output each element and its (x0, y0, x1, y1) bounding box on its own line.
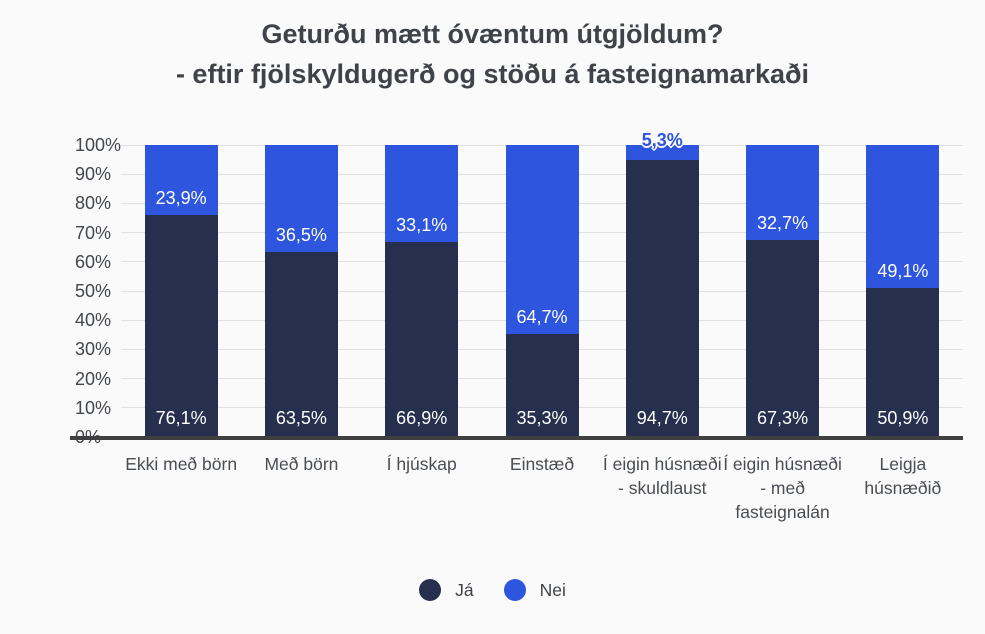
bar-segment-ja[interactable] (625, 160, 699, 437)
chart-header: Geturðu mætt óvæntum útgjöldum? - eftir … (0, 14, 985, 94)
legend-item-nei[interactable]: Nei (503, 579, 566, 601)
bar-segment-nei[interactable] (385, 145, 459, 242)
bar-segment-nei[interactable] (866, 145, 940, 289)
data-label-nei: 5,3% (641, 130, 683, 150)
data-label-ja: 50,9% (877, 408, 929, 428)
legend-label-nei: Nei (539, 579, 566, 600)
y-tick-label-20%: 20% (75, 368, 125, 389)
bar-segment-ja[interactable] (746, 240, 820, 437)
y-tick-label-90%: 90% (75, 164, 125, 185)
y-tick-label-50%: 50% (75, 281, 125, 301)
category-label: Leigja húsnæðið (864, 454, 942, 498)
bar-segment-nei[interactable] (625, 145, 699, 161)
bar-segment-ja[interactable] (505, 333, 579, 437)
bar-segment-nei[interactable] (144, 145, 218, 215)
bar-segment-ja[interactable] (264, 251, 338, 437)
plot-area: 76,1% 23,9% 63,5% 36,5% 66,9% 33,1% 35,3% 64,7%… (121, 130, 963, 437)
legend: Já Nei (0, 575, 985, 605)
category-label: Í hjúskap (386, 454, 457, 474)
y-tick-label-40%: 40% (75, 310, 125, 331)
data-label-nei: 49,1% (877, 261, 929, 282)
data-label-ja: 35,3% (516, 408, 568, 428)
y-tick-label-60%: 60% (75, 251, 125, 272)
bar-segment-nei[interactable] (505, 145, 579, 334)
data-label-nei: 33,1% (396, 214, 448, 235)
category-label: Í eigin húsnæði - skuldlaust (602, 454, 722, 498)
legend-label-ja: Já (455, 579, 474, 600)
category-label: Ekki með börn (125, 454, 238, 474)
bar-segment-nei[interactable] (264, 145, 338, 252)
data-label-nei: 64,7% (516, 306, 568, 327)
legend-item-ja[interactable]: Já (419, 579, 474, 601)
data-label-ja: 67,3% (757, 408, 809, 428)
data-label-ja: 63,5% (275, 408, 327, 428)
legend-marker-ja-icon (419, 579, 442, 601)
y-tick-label-100%: 100% (75, 135, 125, 155)
y-tick-label-70%: 70% (75, 222, 125, 243)
chart-subtitle: - eftir fjölskyldugerð og stöðu á fastei… (175, 59, 810, 89)
bar-segment-ja[interactable] (866, 288, 940, 437)
bar-segment-ja[interactable] (144, 214, 218, 437)
data-label-nei: 32,7% (757, 213, 809, 234)
y-tick-label-10%: 10% (75, 397, 125, 418)
chart-title: Geturðu mætt óvæntum útgjöldum? (261, 19, 724, 49)
data-label-ja: 94,7% (636, 408, 688, 428)
data-label-ja: 66,9% (396, 408, 448, 428)
category-label: Með börn (264, 454, 339, 474)
data-label-nei: 36,5% (275, 224, 327, 245)
bar-segment-nei[interactable] (746, 145, 820, 241)
y-tick-label-30%: 30% (75, 339, 125, 360)
y-tick-label-80%: 80% (75, 193, 125, 214)
legend-marker-nei-icon (503, 579, 526, 601)
x-axis-line (70, 436, 963, 440)
data-label-nei: 23,9% (155, 187, 207, 208)
category-label: Í eigin húsnæði - með fasteignalán (723, 454, 842, 522)
data-label-ja: 76,1% (155, 408, 207, 428)
bar-segment-ja[interactable] (385, 241, 459, 437)
category-label: Einstæð (509, 454, 575, 474)
